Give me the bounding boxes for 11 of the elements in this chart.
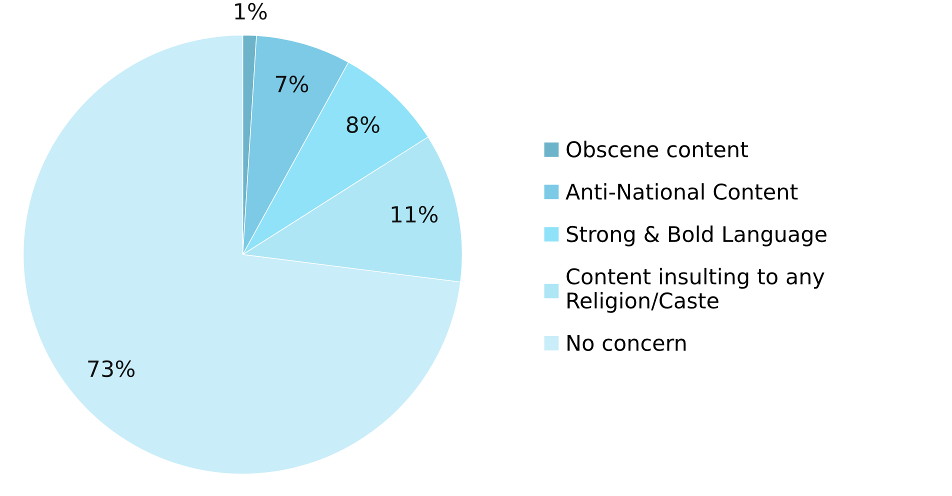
legend-label: No concern: [568, 335, 686, 352]
data-label: 11%: [392, 206, 438, 223]
data-label: 8%: [346, 116, 380, 134]
pie-slice: [22, 34, 461, 474]
legend-label: Anti-National Content: [566, 183, 798, 200]
legend-label: Obscene content: [566, 140, 748, 158]
data-label: 1%: [235, 2, 267, 20]
data-label: 7%: [276, 76, 308, 92]
data-label: 73%: [88, 360, 135, 378]
legend-label: Strong & Bold Language: [566, 226, 826, 246]
legend-label: Content insulting to any Religion/Caste: [566, 268, 824, 313]
